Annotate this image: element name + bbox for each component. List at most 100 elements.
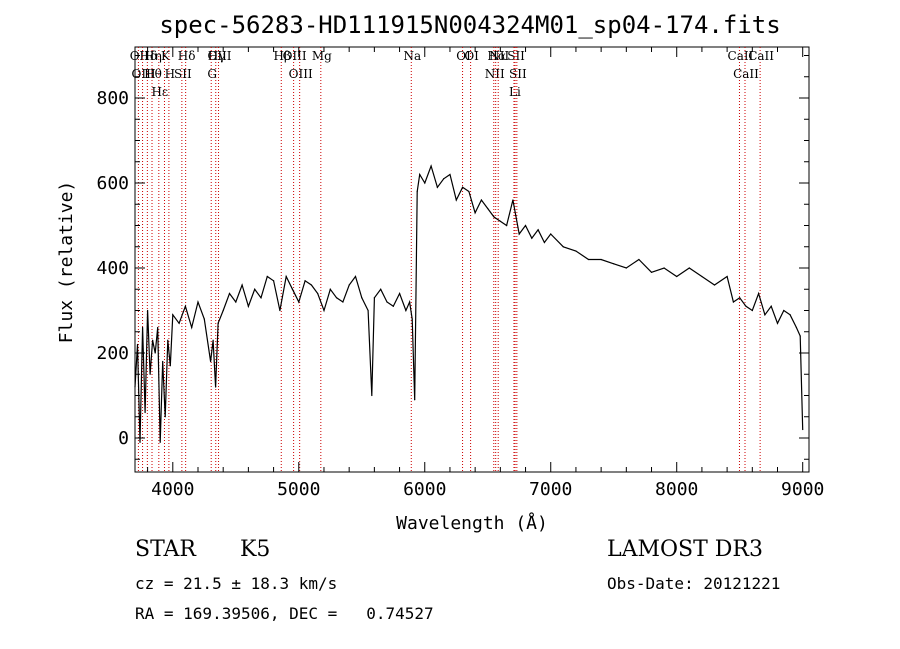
spectrum-point — [531, 237, 533, 239]
spectrum-point — [386, 301, 388, 303]
spectrum-point — [260, 297, 262, 299]
line-marker-label: CaII — [728, 49, 754, 63]
spectrum-point — [279, 309, 281, 312]
spectrum-point — [361, 297, 363, 299]
spectrum-point — [409, 301, 411, 303]
subclass-label: K5 — [240, 537, 271, 562]
spectrum-point — [136, 343, 139, 346]
spectrum-point — [550, 233, 552, 235]
spectrum-point — [732, 301, 735, 303]
spectrum-point — [235, 301, 237, 303]
spectrum-point — [191, 326, 193, 329]
y-axis-label: Flux (relative) — [56, 181, 77, 344]
line-marker-label: Hβ — [274, 49, 291, 63]
spectrum-point — [745, 305, 747, 307]
spectrum-point — [543, 241, 546, 244]
spectrum-point — [149, 373, 151, 375]
spectrum-point — [167, 339, 169, 341]
spectrum-point — [455, 199, 457, 201]
spectrum-point — [795, 326, 798, 329]
spectrum-point — [354, 275, 357, 278]
spectrum-point — [562, 246, 564, 248]
spectrum-point — [172, 314, 174, 316]
spectrum-point — [411, 318, 413, 320]
spectrum-point — [212, 339, 214, 341]
obs-date-text: Obs-Date: 20121221 — [607, 574, 781, 593]
line-marker-label: SII — [174, 67, 192, 81]
spectrum-point — [241, 284, 243, 286]
spectrum-point — [184, 305, 186, 307]
spectrum-point — [178, 322, 180, 324]
spectrum-point — [380, 288, 382, 290]
coordinates-text: RA = 169.39506, DEC = 0.74527 — [135, 604, 434, 623]
spectrum-point — [310, 284, 312, 286]
spectrum-point — [217, 322, 219, 324]
chart-title: spec-56283-HD111915N004324M01_sp04-174.f… — [159, 11, 780, 39]
class-label: STAR — [135, 537, 196, 562]
line-marker-label: H — [165, 67, 175, 81]
spectrum-point — [203, 318, 205, 320]
spectrum-point — [266, 275, 268, 278]
spectrum-point — [335, 297, 338, 299]
spectrum-point — [487, 207, 489, 210]
spectrum-point — [247, 305, 249, 307]
spectrum-point — [414, 399, 416, 401]
spectrum-point — [285, 275, 287, 278]
spectrum-point — [638, 258, 640, 261]
spectrum-point — [159, 441, 161, 443]
spectrum-point — [272, 280, 275, 282]
spectrum-point — [398, 292, 401, 295]
spectrum-point — [770, 305, 772, 307]
line-marker-label: Hη — [144, 49, 162, 63]
line-marker-label: Hδ — [139, 49, 157, 63]
x-tick-label: 6000 — [403, 479, 446, 500]
spectrum-point — [348, 284, 350, 286]
spectrum-point — [802, 428, 804, 431]
spectrum-point — [739, 297, 741, 299]
line-marker-label: K — [161, 49, 171, 63]
spectrum-point — [600, 258, 602, 261]
spectrum-point — [587, 258, 590, 261]
spectrum-point — [392, 305, 394, 307]
y-tick-label: 0 — [118, 428, 129, 449]
x-tick-label: 5000 — [277, 479, 320, 500]
spectrum-point — [499, 220, 501, 222]
spectrum-point — [518, 233, 520, 235]
spectrum-point — [164, 416, 166, 418]
spectrum-point — [625, 267, 627, 269]
spectrum-point — [139, 441, 141, 443]
spectrum-point — [799, 335, 801, 337]
line-marker-label: Hθ — [144, 67, 162, 81]
line-marker-label: CaII — [733, 67, 759, 81]
line-marker-label: OI — [456, 49, 471, 63]
line-marker-label: Na — [403, 49, 421, 63]
spectrum-point — [329, 288, 331, 290]
spectrum-point — [154, 352, 156, 354]
spectrum-point — [701, 275, 703, 278]
line-marker-label: OI — [464, 49, 479, 63]
spectrum-point — [405, 309, 407, 312]
y-tick-label: 600 — [96, 173, 129, 194]
spectrum-point — [373, 297, 375, 299]
spectrum-point — [764, 314, 766, 316]
spectrum-point — [430, 165, 432, 167]
spectrum-point — [663, 267, 665, 269]
line-marker-label: Hγ — [208, 49, 226, 63]
spectrum-point — [650, 271, 653, 273]
line-marker-label: Li — [509, 85, 521, 99]
spectrum-point — [783, 309, 785, 312]
spectrum-series — [134, 164, 804, 443]
spectrum-point — [342, 301, 344, 303]
line-marker-label: Hα — [487, 49, 506, 63]
spectrum-point — [215, 386, 217, 388]
y-tick-label: 400 — [96, 258, 129, 279]
spectrum-point — [713, 284, 716, 286]
spectrum-point — [371, 394, 373, 397]
spectrum-point — [304, 280, 306, 282]
line-marker-label: CaII — [748, 49, 774, 63]
x-axis-label: Wavelength (Å) — [396, 512, 548, 534]
spectrum-point — [254, 288, 256, 290]
spectrum-point — [162, 360, 164, 363]
spectrum-line — [134, 164, 804, 443]
